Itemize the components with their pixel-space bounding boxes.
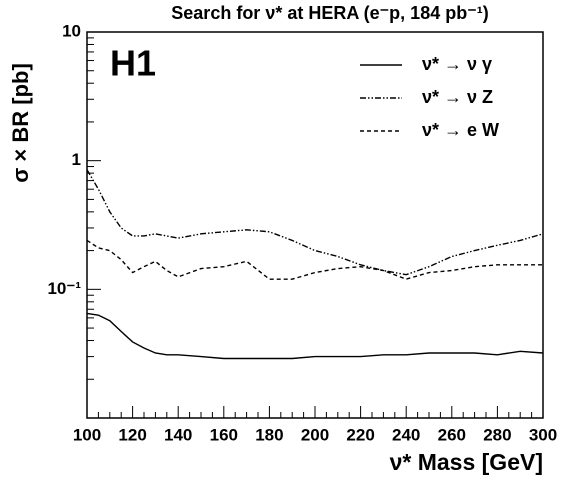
series-line bbox=[86, 312, 544, 360]
x-tick-label: 180 bbox=[255, 425, 283, 444]
legend-label: ν* → ν Z bbox=[422, 87, 493, 107]
series-line bbox=[86, 169, 544, 276]
y-tick-label: 1 bbox=[72, 150, 81, 169]
x-tick-label: 240 bbox=[392, 425, 420, 444]
x-tick-label: 300 bbox=[529, 425, 557, 444]
legend-label: ν* → ν γ bbox=[422, 54, 492, 74]
x-tick-label: 200 bbox=[301, 425, 329, 444]
x-tick-label: 220 bbox=[346, 425, 374, 444]
x-tick-label: 280 bbox=[483, 425, 511, 444]
legend-label: ν* → e W bbox=[422, 120, 499, 140]
series-line bbox=[86, 239, 543, 280]
x-tick-label: 140 bbox=[164, 425, 192, 444]
x-tick-label: 100 bbox=[73, 425, 101, 444]
y-axis-label: σ × BR [pb] bbox=[8, 63, 33, 183]
annotation: H1 bbox=[110, 43, 156, 84]
y-tick-label: 10⁻¹ bbox=[47, 279, 81, 298]
x-axis-label: ν* Mass [GeV] bbox=[390, 449, 543, 475]
x-tick-label: 160 bbox=[210, 425, 238, 444]
chart-title: Search for ν* at HERA (e⁻p, 184 pb⁻¹) bbox=[171, 3, 488, 23]
x-tick-label: 260 bbox=[438, 425, 466, 444]
x-tick-label: 120 bbox=[118, 425, 146, 444]
y-tick-label: 10 bbox=[62, 21, 81, 40]
